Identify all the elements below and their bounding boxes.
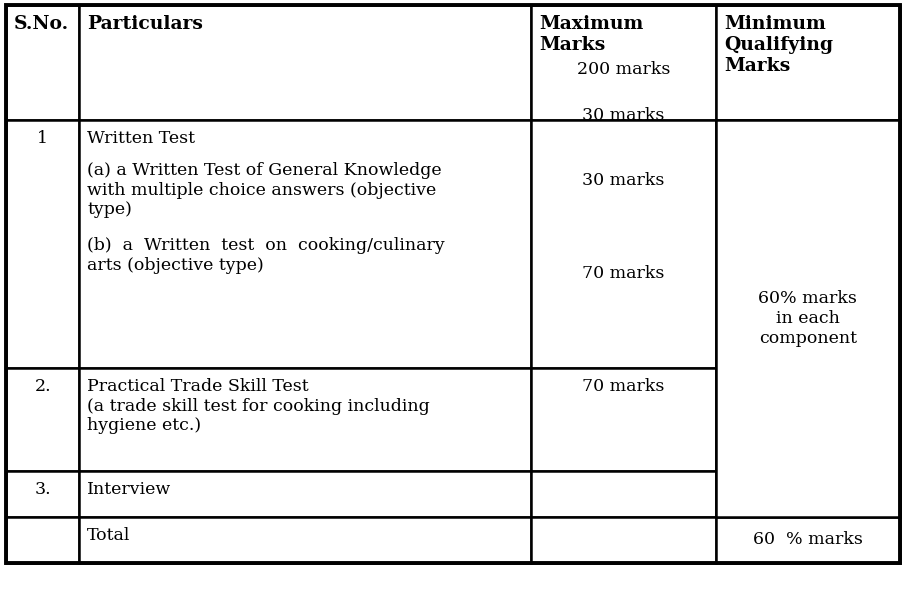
Bar [6,120,80,368]
Text: 60% marks
in each
component: 60% marks in each component [758,290,857,347]
Text: (a) a Written Test of General Knowledge
with multiple choice answers (objective
: (a) a Written Test of General Knowledge … [87,162,442,218]
Text: Particulars: Particulars [87,15,203,33]
Bar [531,368,716,471]
Text: (b)  a  Written  test  on  cooking/culinary
arts (objective type): (b) a Written test on cooking/culinary a… [87,237,445,273]
Bar [80,5,531,120]
Text: Total: Total [87,527,130,544]
Bar [716,368,900,471]
Text: Written Test: Written Test [87,130,196,147]
Bar [531,5,716,120]
Bar [80,368,531,471]
Bar [716,120,900,368]
Text: 30 marks: 30 marks [583,107,664,124]
Text: S.No.: S.No. [14,15,69,33]
Text: 2.: 2. [34,378,51,395]
Bar [80,120,531,368]
Text: Maximum
Marks: Maximum Marks [539,15,643,54]
Bar [716,471,900,517]
Bar [6,368,80,471]
Bar [6,471,80,517]
Bar [80,517,531,563]
Text: 1: 1 [37,130,48,147]
Bar [531,120,716,368]
Text: Interview: Interview [87,481,171,498]
Text: 70 marks: 70 marks [583,265,664,282]
Bar [716,517,900,563]
Text: 200 marks: 200 marks [576,60,670,77]
Bar [716,120,900,517]
Text: 3.: 3. [34,481,51,498]
Bar [716,5,900,120]
Text: 30 marks: 30 marks [583,172,664,189]
Bar [6,5,80,120]
Text: 70 marks: 70 marks [583,378,664,395]
Bar [6,517,80,563]
Bar [531,517,716,563]
Text: Minimum
Qualifying
Marks: Minimum Qualifying Marks [724,15,833,74]
Text: 60  % marks: 60 % marks [753,532,863,549]
Bar [80,471,531,517]
Text: Practical Trade Skill Test
(a trade skill test for cooking including
hygiene etc: Practical Trade Skill Test (a trade skil… [87,378,430,434]
Bar [531,471,716,517]
